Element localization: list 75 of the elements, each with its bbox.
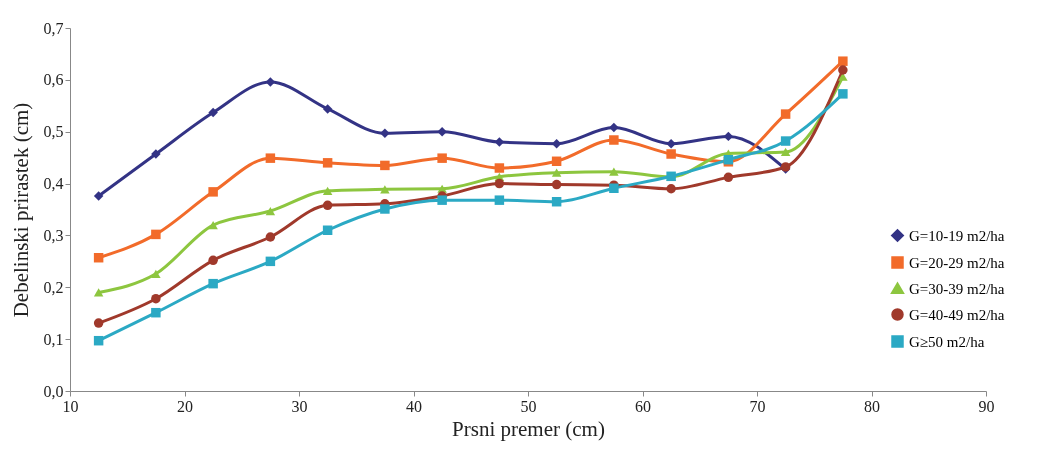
point (723, 131, 734, 142)
point (494, 163, 505, 173)
y-axis-title: Debelinski prirastek (cm) (8, 102, 33, 318)
point (551, 179, 562, 190)
y-tick-label: 0,6 (43, 71, 64, 89)
point (265, 153, 276, 163)
point (322, 158, 333, 168)
point (723, 172, 734, 183)
point (151, 293, 161, 304)
point (93, 335, 104, 346)
point (494, 178, 505, 189)
point (151, 269, 161, 278)
point (609, 167, 619, 176)
y-tick-label: 0,5 (43, 123, 64, 141)
x-tick-label: 50 (520, 397, 537, 415)
legend-label: G=40-49 m2/ha (909, 306, 1005, 323)
x-tick-label: 40 (406, 397, 422, 415)
x-tick-label: 70 (749, 397, 766, 415)
y-tick-label: 0,0 (43, 382, 64, 400)
point (609, 122, 619, 133)
point (609, 135, 619, 145)
x-tick-label: 80 (864, 397, 880, 415)
point (437, 153, 447, 163)
x-tick-label: 90 (978, 397, 995, 415)
x-axis-title: Prsni premer (cm) (452, 416, 605, 441)
point (551, 196, 562, 207)
y-tick-label: 0,1 (43, 330, 64, 348)
point (666, 138, 676, 149)
point (780, 109, 791, 119)
point (93, 318, 104, 328)
point (322, 200, 333, 211)
y-tick-label: 0,2 (43, 278, 64, 296)
point (265, 232, 276, 242)
point (380, 204, 390, 214)
point (780, 136, 791, 146)
legend-label: G=20-29 m2/ha (909, 254, 1005, 271)
point (780, 147, 791, 157)
point (437, 126, 447, 137)
point (93, 191, 104, 201)
point (838, 89, 848, 99)
point (208, 255, 218, 266)
point (838, 65, 848, 75)
legend-label: G=10-19 m2/ha (909, 227, 1005, 244)
point (437, 195, 447, 205)
point (208, 278, 218, 289)
point (265, 256, 276, 267)
point (322, 186, 333, 195)
point (380, 128, 390, 139)
y-tick-label: 0,7 (43, 19, 64, 37)
point (380, 185, 390, 194)
point (151, 307, 161, 318)
x-tick-label: 60 (635, 397, 651, 415)
point (551, 156, 562, 167)
x-tick-label: 10 (62, 397, 79, 415)
y-tick-label: 0,4 (43, 175, 64, 193)
point (666, 149, 676, 159)
point (322, 225, 333, 235)
x-tick-label: 30 (291, 397, 308, 415)
point (208, 107, 218, 118)
point (551, 168, 562, 177)
point (380, 160, 390, 171)
point (265, 206, 276, 216)
legend-label: G=30-39 m2/ha (909, 280, 1005, 297)
point (93, 288, 104, 297)
x-tick-label: 20 (177, 397, 193, 415)
point (208, 187, 218, 197)
y-tick-label: 0,3 (43, 226, 64, 244)
legend-label: G≥50 m2/ha (909, 333, 985, 350)
point (666, 184, 676, 194)
point (208, 220, 218, 230)
point (494, 195, 505, 205)
point (151, 229, 161, 240)
point (322, 104, 333, 114)
point (838, 56, 848, 66)
point (93, 252, 104, 263)
